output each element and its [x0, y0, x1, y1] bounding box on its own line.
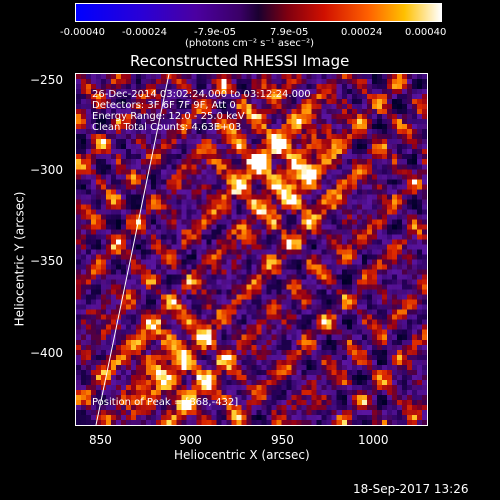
colorbar-tick-label: 0.00040 [405, 27, 447, 38]
info-peak-position: Position of Peak = [868,-432] [92, 397, 239, 408]
colorbar-tick-label: 7.9e-05 [270, 27, 309, 38]
info-energy-range: Energy Range: 12.0 - 25.0 keV [92, 111, 245, 122]
rhessi-image-plot [75, 73, 428, 426]
y-axis-label: Heliocentric Y (arcsec) [12, 191, 27, 327]
info-detectors: Detectors: 3F 6F 7F 9F, Att 0 [92, 100, 236, 111]
y-tick-label: −300 [30, 163, 63, 177]
info-clean-counts: Clean Total Counts: 4.63E+03 [92, 122, 242, 133]
x-tick-label: 850 [89, 433, 112, 447]
x-tick-label: 900 [179, 433, 202, 447]
colorbar-tick-label: -0.00040 [60, 27, 105, 38]
image-title: Reconstructed RHESSI Image [130, 52, 350, 70]
colorbar-units-label: (photons cm⁻² s⁻¹ asec⁻²) [185, 38, 315, 49]
y-tick-label: −250 [30, 73, 63, 87]
solar-limb-line [95, 74, 170, 425]
colorbar-tick-label: 0.00024 [341, 27, 383, 38]
colorbar-tick-label: -0.00024 [122, 27, 167, 38]
colorbar [75, 3, 442, 22]
rhessi-heatmap [76, 74, 427, 425]
x-axis-label: Heliocentric X (arcsec) [174, 448, 310, 462]
x-tick-label: 1000 [358, 433, 389, 447]
colorbar-tick-label: -7.9e-05 [194, 27, 236, 38]
info-time-range: 26-Dec-2014 03:02:24.000 to 03:12:24.000 [92, 89, 311, 100]
y-tick-label: −400 [30, 346, 63, 360]
y-tick-label: −350 [30, 254, 63, 268]
date-stamp: 18-Sep-2017 13:26 [353, 482, 469, 496]
plot-overlay [95, 74, 170, 425]
x-tick-label: 950 [271, 433, 294, 447]
